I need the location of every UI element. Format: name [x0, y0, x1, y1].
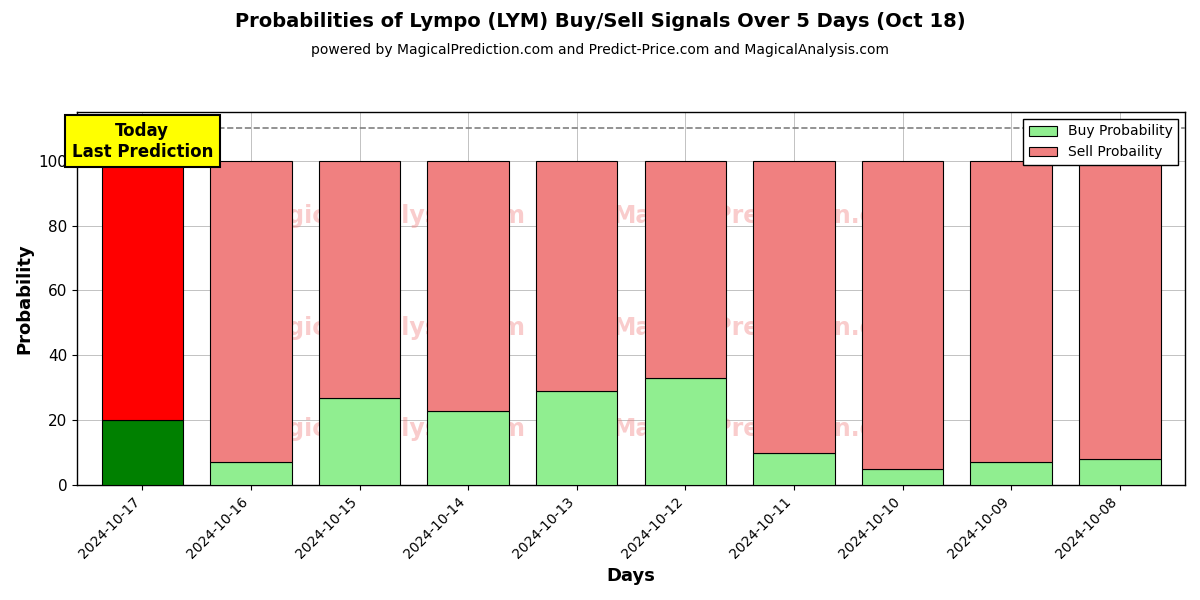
Text: Today
Last Prediction: Today Last Prediction [72, 122, 214, 161]
Bar [971, 161, 1052, 463]
X-axis label: Days: Days [607, 567, 655, 585]
Bar [427, 410, 509, 485]
Bar [644, 378, 726, 485]
Bar [862, 469, 943, 485]
Text: Probabilities of Lympo (LYM) Buy/Sell Signals Over 5 Days (Oct 18): Probabilities of Lympo (LYM) Buy/Sell Si… [235, 12, 965, 31]
Text: MagicalPrediction.com: MagicalPrediction.com [613, 316, 916, 340]
Bar [427, 161, 509, 410]
Text: MagicalAnalysis.com: MagicalAnalysis.com [248, 417, 526, 441]
Text: MagicalPrediction.com: MagicalPrediction.com [613, 205, 916, 229]
Bar [1079, 161, 1160, 459]
Bar [319, 161, 401, 398]
Bar [102, 420, 184, 485]
Bar [536, 161, 618, 391]
Bar [754, 161, 835, 453]
Bar [1079, 459, 1160, 485]
Text: MagicalPrediction.com: MagicalPrediction.com [613, 417, 916, 441]
Bar [754, 453, 835, 485]
Bar [536, 391, 618, 485]
Bar [971, 463, 1052, 485]
Legend: Buy Probability, Sell Probaility: Buy Probability, Sell Probaility [1024, 119, 1178, 165]
Text: powered by MagicalPrediction.com and Predict-Price.com and MagicalAnalysis.com: powered by MagicalPrediction.com and Pre… [311, 43, 889, 57]
Bar [862, 161, 943, 469]
Bar [319, 398, 401, 485]
Bar [210, 161, 292, 463]
Bar [644, 161, 726, 378]
Text: MagicalAnalysis.com: MagicalAnalysis.com [248, 205, 526, 229]
Text: MagicalAnalysis.com: MagicalAnalysis.com [248, 316, 526, 340]
Bar [102, 161, 184, 420]
Y-axis label: Probability: Probability [14, 243, 32, 354]
Bar [210, 463, 292, 485]
